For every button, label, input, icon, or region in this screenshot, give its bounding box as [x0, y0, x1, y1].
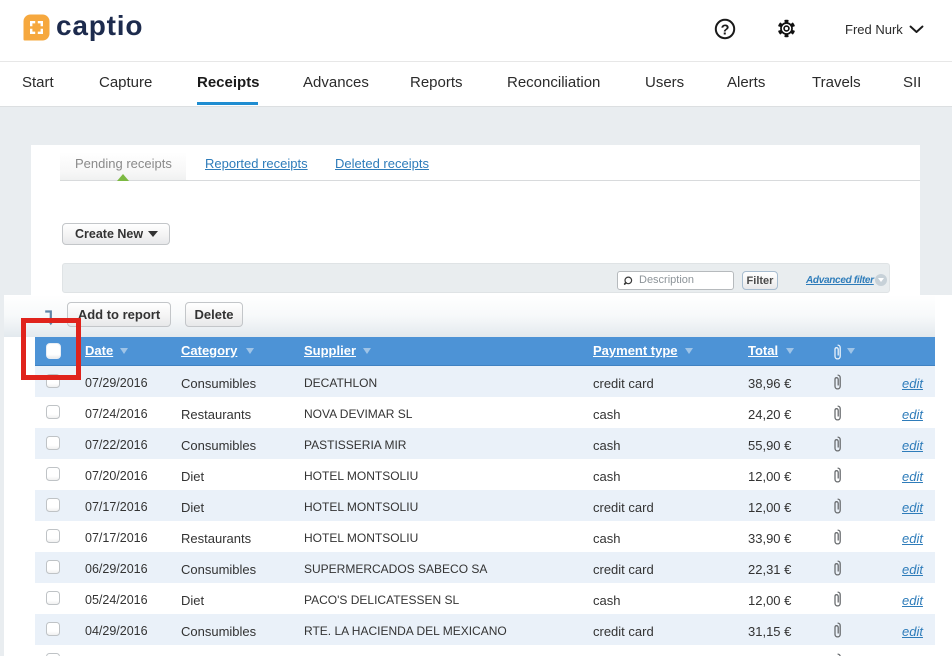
svg-text:?: ?: [721, 22, 730, 38]
